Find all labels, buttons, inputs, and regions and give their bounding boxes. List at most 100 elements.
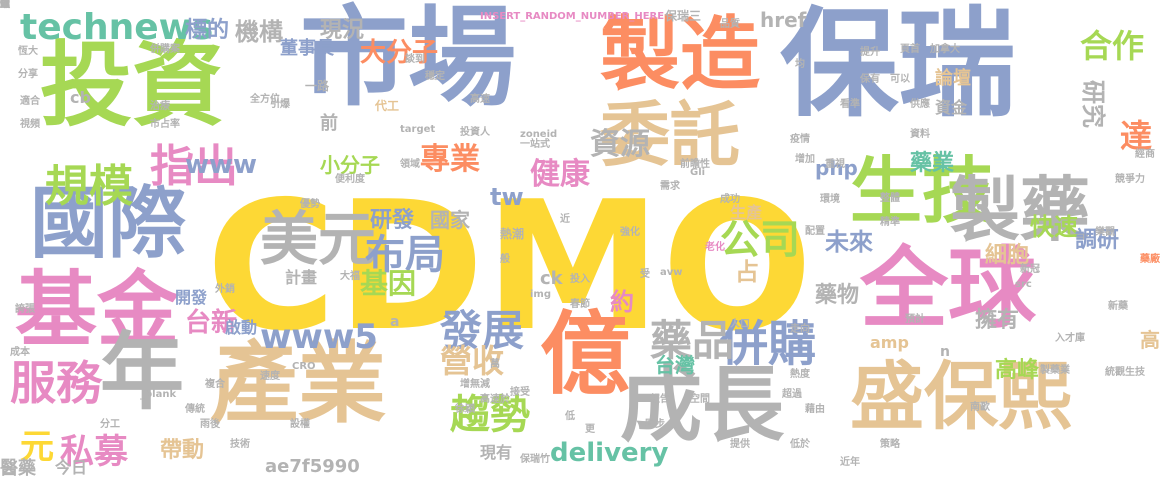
cloud-word: 研究 bbox=[1079, 80, 1107, 128]
cloud-word: 便利度 bbox=[335, 174, 365, 185]
cloud-word: 可以 bbox=[890, 74, 910, 85]
cloud-word: 樂觀 bbox=[1095, 227, 1115, 238]
cloud-word: INSERT_RANDOM_NUMBER_HERE bbox=[480, 11, 665, 22]
cloud-word: 提供 bbox=[730, 439, 750, 450]
cloud-word: 帶動 bbox=[160, 438, 205, 463]
cloud-word: 投入 bbox=[570, 274, 590, 285]
cloud-word: 老化 bbox=[705, 242, 725, 253]
cloud-word: 優勢 bbox=[300, 199, 320, 210]
cloud-word: 近年 bbox=[840, 457, 860, 468]
cloud-word: 製藥業 bbox=[1040, 365, 1070, 376]
cloud-word: 現況 bbox=[320, 18, 365, 43]
cloud-word: 需求 bbox=[660, 181, 680, 192]
cloud-word: 速度 bbox=[260, 371, 280, 382]
cloud-word: 達 bbox=[1120, 117, 1153, 155]
cloud-word: 治療 bbox=[150, 101, 170, 112]
cloud-word: 頁首 bbox=[900, 44, 920, 55]
cloud-word: 私募 bbox=[60, 432, 128, 472]
cloud-word: 頭 bbox=[0, 0, 10, 10]
cloud-word: 新冠 bbox=[1020, 264, 1040, 275]
cloud-word: 一站式 bbox=[520, 139, 550, 150]
cloud-word: 設權 bbox=[290, 419, 310, 430]
cloud-word: tw bbox=[490, 183, 524, 211]
cloud-word: 約 bbox=[610, 288, 634, 316]
cloud-word: 機構 bbox=[235, 18, 283, 46]
cloud-word: 接受 bbox=[510, 387, 530, 398]
cloud-word: 藥品 bbox=[650, 316, 735, 365]
cloud-word: avw bbox=[660, 267, 683, 278]
cloud-word: 空間 bbox=[690, 394, 710, 405]
cloud-word: CDMO bbox=[206, 163, 813, 370]
cloud-word: 市占率 bbox=[150, 119, 180, 130]
cloud-word: target bbox=[400, 124, 436, 135]
cloud-word: 藥業 bbox=[910, 151, 955, 176]
cloud-word: 提升 bbox=[860, 47, 880, 58]
cloud-word: 趨勢 bbox=[450, 392, 530, 438]
cloud-word: 擁有 bbox=[975, 308, 1020, 333]
cloud-word: 保瑞 bbox=[780, 0, 1017, 133]
cloud-word: 年 bbox=[100, 323, 185, 421]
cloud-word: 策略 bbox=[880, 439, 900, 450]
cloud-word: 預計 bbox=[905, 314, 925, 325]
cloud-word: 前瞻性 bbox=[680, 159, 710, 170]
cloud-word: 服務 bbox=[10, 356, 102, 410]
cloud-word: 大分子 bbox=[360, 38, 439, 68]
cloud-word: 同步 bbox=[645, 419, 665, 430]
cloud-word: 僅 bbox=[0, 0, 10, 10]
cloud-word: 技術 bbox=[230, 439, 250, 450]
cloud-word: 加拿大 bbox=[930, 44, 960, 55]
cloud-word: 報告 bbox=[650, 394, 670, 405]
cloud-word: 論壇 bbox=[935, 68, 971, 89]
cloud-word: 藥廠 bbox=[1140, 254, 1160, 265]
cloud-word: 縮 bbox=[0, 0, 10, 10]
cloud-word: www5 bbox=[260, 317, 378, 357]
cloud-word: 增無減 bbox=[460, 379, 490, 390]
cloud-word: ae7f5990 bbox=[265, 456, 360, 477]
cloud-word: amp bbox=[870, 333, 909, 352]
cloud-word: 競爭力 bbox=[1115, 174, 1145, 185]
cloud-word: 併購 bbox=[720, 316, 817, 372]
cloud-word: 標的 bbox=[185, 18, 230, 43]
cloud-word: 熱度 bbox=[790, 369, 810, 380]
cloud-word: 合作 bbox=[1080, 27, 1145, 65]
cloud-word: 分享 bbox=[18, 69, 38, 80]
cloud-word: 製藥 bbox=[950, 169, 1090, 251]
cloud-word: 元 bbox=[20, 427, 54, 467]
cloud-word: 今日 bbox=[55, 458, 88, 477]
cloud-word: 指出 bbox=[150, 141, 238, 192]
cloud-word: 美元 bbox=[260, 205, 377, 273]
cloud-word: 董事長 bbox=[280, 38, 334, 59]
cloud-word: CRO bbox=[292, 361, 316, 372]
cloud-word: 細胞 bbox=[985, 243, 1030, 268]
cloud-word: Gli bbox=[690, 167, 706, 178]
cloud-word: 啟動 bbox=[225, 318, 258, 337]
cloud-word: 外銷 bbox=[215, 284, 235, 295]
cloud-word: 引爆 bbox=[270, 99, 290, 110]
cloud-word: 台灣 bbox=[655, 353, 695, 377]
cloud-word: 近 bbox=[560, 214, 570, 225]
cloud-word: 品質 bbox=[720, 19, 740, 30]
cloud-word: 研發 bbox=[370, 208, 415, 233]
cloud-word: 市場 bbox=[300, 0, 517, 121]
cloud-word: 成功 bbox=[720, 194, 740, 205]
cloud-word: 未來 bbox=[825, 228, 873, 256]
cloud-word: 談到 bbox=[405, 54, 425, 65]
cloud-word: 高速於 bbox=[480, 394, 510, 405]
cloud-word: 開發 bbox=[175, 288, 208, 307]
cloud-word: 併購案 bbox=[150, 44, 180, 55]
cloud-word: 成本 bbox=[10, 347, 30, 358]
cloud-word: 精準 bbox=[880, 217, 900, 228]
cloud-word: 適合 bbox=[20, 96, 40, 107]
cloud-word: 專業 bbox=[420, 142, 480, 177]
cloud-word: 疫情 bbox=[790, 134, 810, 145]
cloud-word: 新藥 bbox=[1108, 301, 1128, 312]
cloud-word: 成長 bbox=[620, 358, 785, 453]
cloud-word: n bbox=[940, 344, 950, 360]
cloud-word: 供應 bbox=[910, 99, 930, 110]
cloud-word: 強化 bbox=[620, 227, 640, 238]
cloud-word: 雨後 bbox=[200, 419, 220, 430]
cloud-word: 經商 bbox=[1135, 149, 1155, 160]
cloud-word: 規模 bbox=[45, 161, 133, 212]
cloud-word: 視頻 bbox=[20, 119, 40, 130]
